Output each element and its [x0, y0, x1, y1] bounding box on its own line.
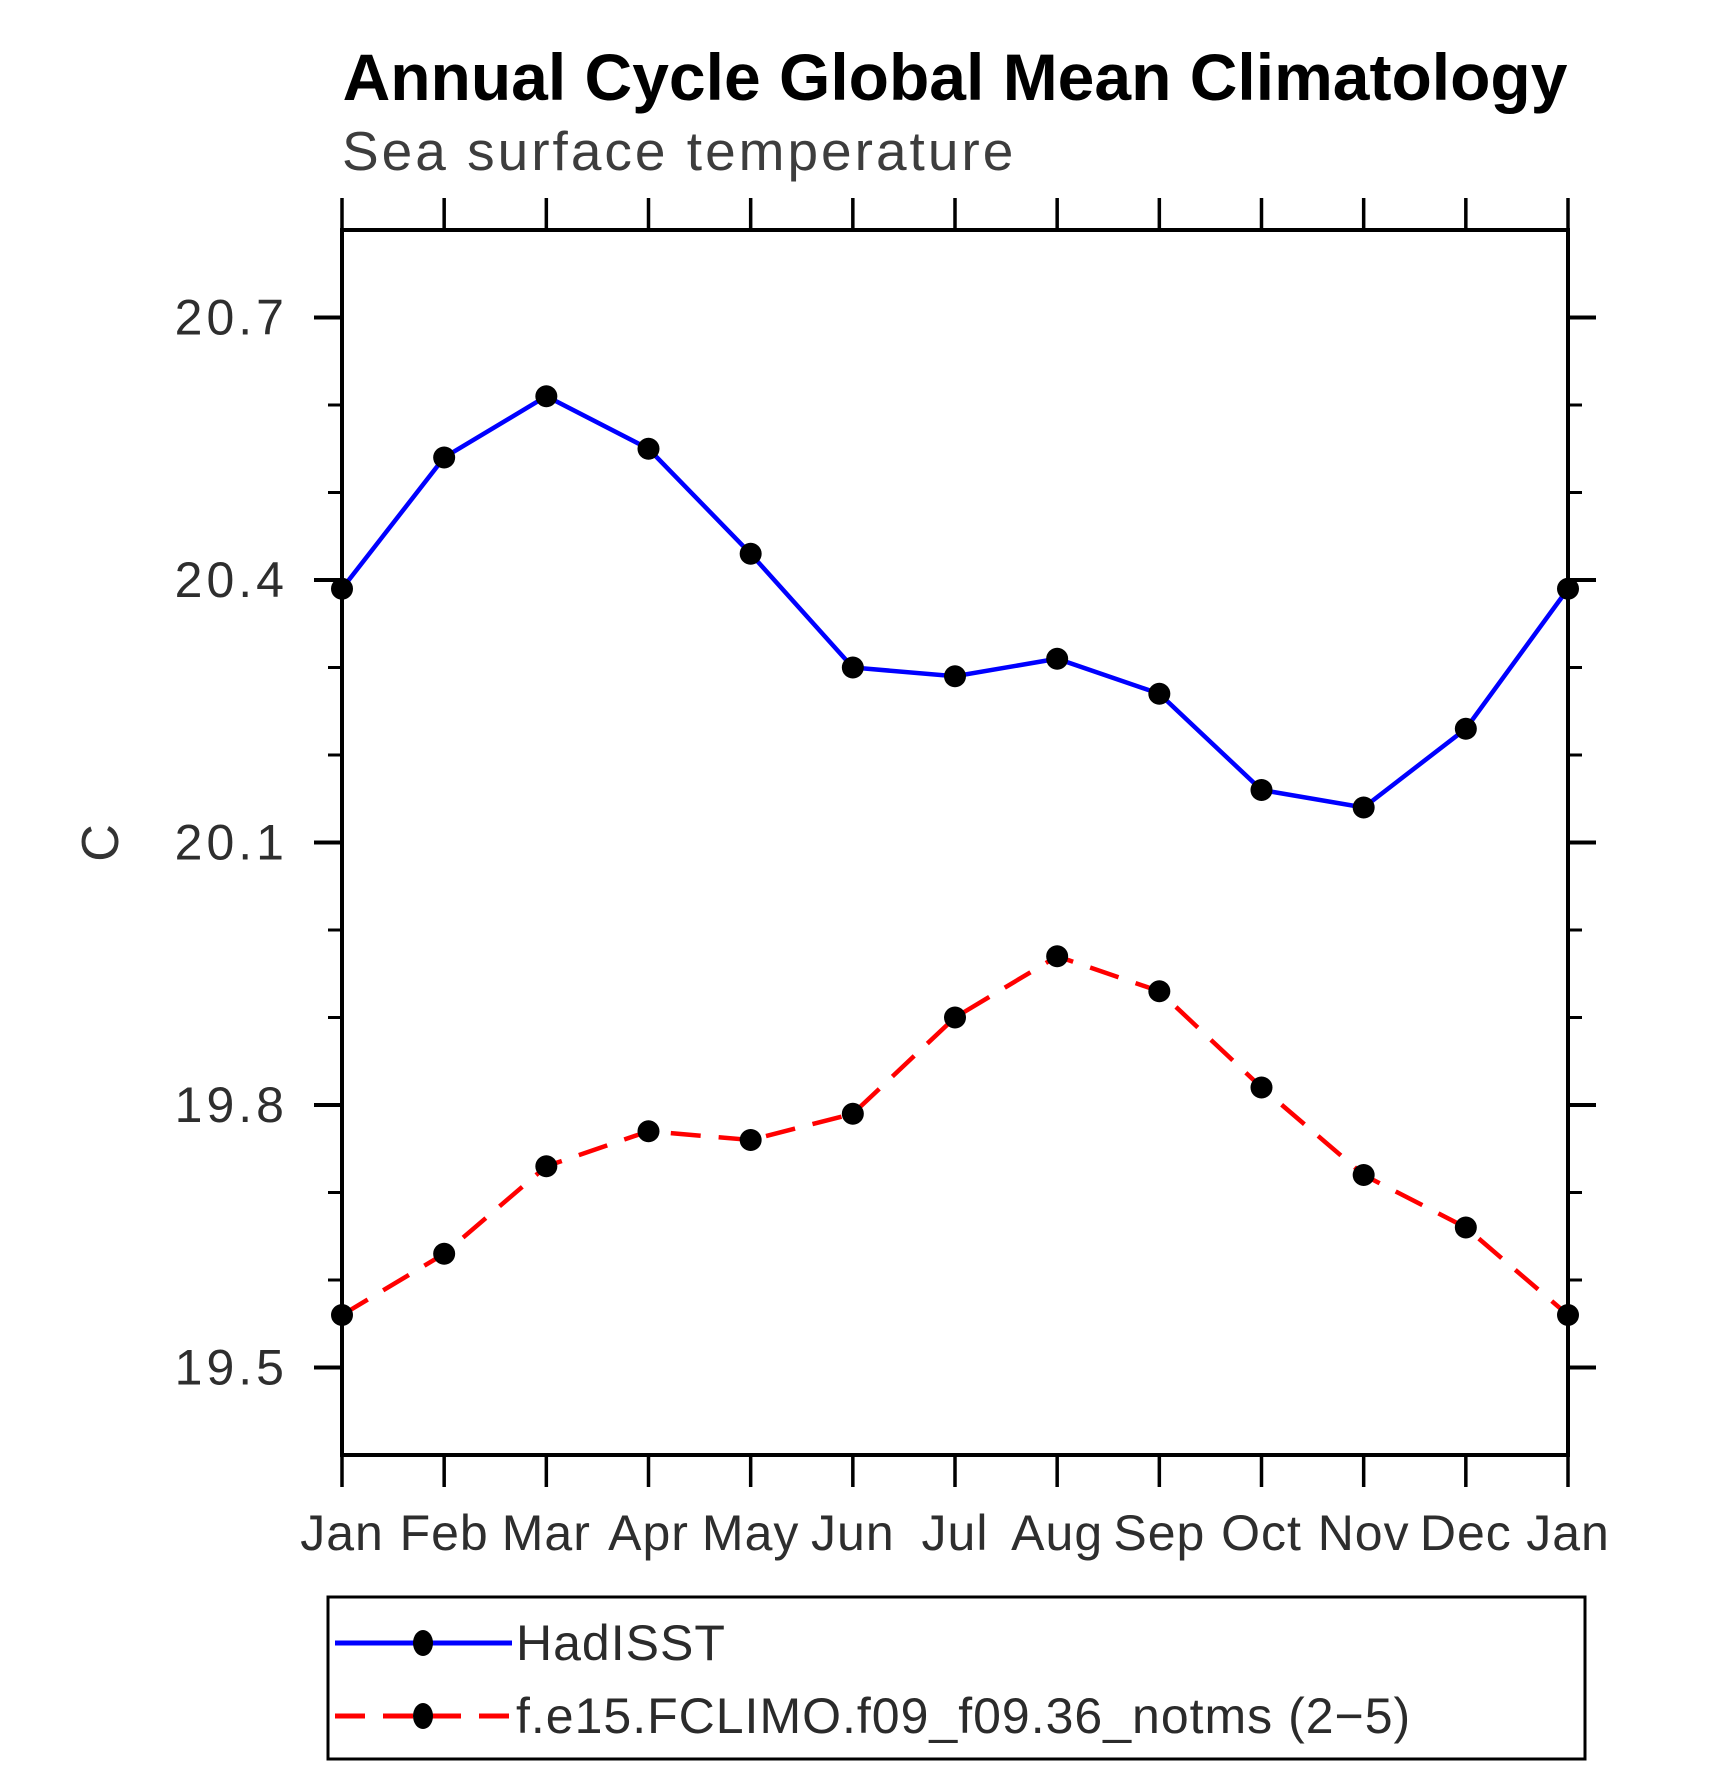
legend-marker-icon: [413, 1703, 433, 1729]
data-point-marker: [433, 446, 456, 469]
y-tick-label: 20.7: [175, 290, 288, 346]
data-point-marker: [1352, 1164, 1375, 1186]
x-tick-label: Sep: [1113, 1505, 1205, 1561]
data-point-marker: [1148, 980, 1171, 1003]
y-tick-label: 19.8: [175, 1077, 288, 1133]
x-tick-label: Apr: [608, 1505, 689, 1561]
data-point-marker: [331, 1304, 353, 1326]
legend: HadISST f.e15.FCLIMO.f09_f09.36_notms (2…: [326, 1595, 1587, 1761]
legend-marker-icon: [413, 1630, 433, 1656]
legend-label-hadisst: HadISST: [516, 1615, 726, 1671]
data-point-marker: [1352, 796, 1375, 819]
series-line-0: [340, 393, 1570, 810]
data-point-marker: [841, 1102, 864, 1125]
plot-border: [340, 228, 1570, 1457]
data-point-marker: [739, 542, 762, 565]
legend-label-model: f.e15.FCLIMO.f09_f09.36_notms (2−5): [516, 1688, 1411, 1744]
data-point-marker: [1557, 1304, 1579, 1326]
data-point-marker: [944, 1006, 966, 1029]
y-axis-title: C: [72, 822, 130, 862]
data-point-marker: [1557, 577, 1579, 600]
x-tick-label: Dec: [1420, 1505, 1512, 1561]
data-point-marker: [331, 577, 353, 600]
data-series: [331, 385, 1579, 1326]
data-point-marker: [1148, 682, 1171, 705]
legend-entry-model: f.e15.FCLIMO.f09_f09.36_notms (2−5): [335, 1688, 1411, 1744]
x-tick-label: May: [702, 1505, 799, 1561]
x-tick-label: Jun: [811, 1505, 895, 1561]
data-point-marker: [841, 656, 864, 679]
data-point-marker: [1250, 779, 1273, 801]
y-tick-label: 20.1: [175, 815, 288, 871]
data-point-marker: [1046, 945, 1069, 968]
data-point-marker: [637, 437, 660, 460]
x-tick-label: Jan: [1526, 1505, 1610, 1561]
data-point-marker: [433, 1242, 456, 1265]
x-tick-label: Nov: [1318, 1505, 1410, 1561]
x-tick-label: Aug: [1011, 1505, 1103, 1561]
y-tick-label: 19.5: [175, 1340, 288, 1396]
data-point-marker: [739, 1129, 762, 1151]
data-point-marker: [1454, 1216, 1477, 1239]
x-tick-label: Oct: [1221, 1505, 1302, 1561]
chart-subtitle: Sea surface temperature: [342, 120, 1016, 182]
data-point-marker: [535, 385, 558, 408]
legend-box: [326, 1595, 1587, 1761]
data-point-marker: [944, 665, 966, 688]
x-tick-label: Jan: [300, 1505, 384, 1561]
data-point-marker: [637, 1120, 660, 1143]
y-axis-ticks: [314, 315, 1596, 1370]
x-tick-label: Feb: [400, 1505, 489, 1561]
y-tick-label: 20.4: [175, 552, 288, 608]
x-axis-ticks: [340, 198, 1570, 1487]
y-axis-labels: 19.5 19.8 20.1 20.4 20.7: [175, 290, 288, 1396]
x-tick-label: Mar: [502, 1505, 591, 1561]
legend-entry-hadisst: HadISST: [335, 1615, 726, 1671]
data-point-marker: [1046, 647, 1069, 670]
data-point-marker: [535, 1155, 558, 1178]
x-tick-label: Jul: [922, 1505, 989, 1561]
x-axis-labels: Jan Feb Mar Apr May Jun Jul Aug Sep Oct Nov Dec Jan: [300, 1505, 1610, 1561]
chart-title: Annual Cycle Global Mean Climatology: [343, 40, 1568, 114]
data-point-marker: [1454, 717, 1477, 740]
data-point-marker: [1250, 1076, 1273, 1099]
